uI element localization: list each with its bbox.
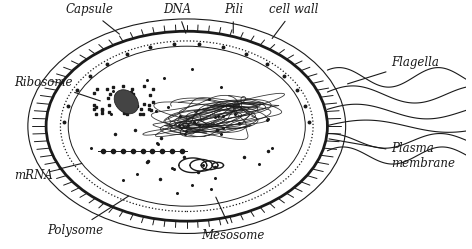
Ellipse shape bbox=[114, 90, 138, 114]
Text: Flagella: Flagella bbox=[347, 56, 439, 84]
Text: Pili: Pili bbox=[224, 3, 243, 33]
Text: cell wall: cell wall bbox=[269, 3, 319, 39]
Text: DNA: DNA bbox=[163, 3, 192, 33]
Ellipse shape bbox=[60, 41, 313, 211]
Text: Capsule: Capsule bbox=[65, 3, 119, 34]
Text: Mesosome: Mesosome bbox=[202, 197, 265, 242]
Text: Plasma
membrane: Plasma membrane bbox=[329, 139, 455, 170]
Text: Polysome: Polysome bbox=[47, 196, 128, 237]
Ellipse shape bbox=[46, 31, 328, 221]
Text: mRNA: mRNA bbox=[15, 164, 82, 182]
Text: Ribosome: Ribosome bbox=[15, 76, 101, 101]
